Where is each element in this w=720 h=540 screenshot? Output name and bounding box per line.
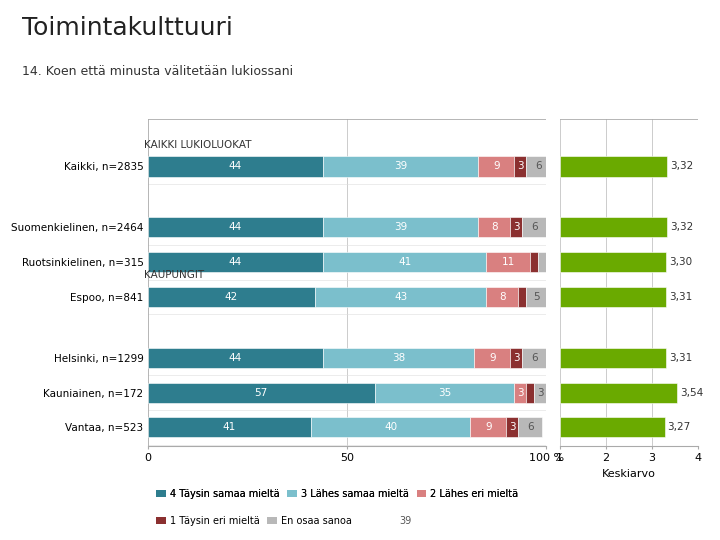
Text: 43: 43 xyxy=(394,292,408,302)
Bar xyxy=(522,348,546,368)
Text: 11: 11 xyxy=(502,257,515,267)
Bar xyxy=(559,417,665,437)
Bar xyxy=(148,252,323,272)
Text: 39: 39 xyxy=(394,222,408,232)
Text: 44: 44 xyxy=(229,222,242,232)
Bar xyxy=(374,382,514,403)
Text: 3,54: 3,54 xyxy=(680,388,703,397)
Text: KAUPUNGIT: KAUPUNGIT xyxy=(143,271,204,280)
Bar xyxy=(559,348,667,368)
X-axis label: Keskiarvo: Keskiarvo xyxy=(602,469,656,478)
Text: 6: 6 xyxy=(531,222,537,232)
Bar xyxy=(514,157,526,177)
Bar xyxy=(478,217,510,238)
Bar xyxy=(148,157,323,177)
Bar xyxy=(526,287,546,307)
Text: 3,31: 3,31 xyxy=(669,353,693,363)
Bar xyxy=(510,217,522,238)
Bar xyxy=(559,157,667,177)
Text: 35: 35 xyxy=(438,388,451,397)
Legend: 1 Täysin eri mieltä, En osaa sanoa: 1 Täysin eri mieltä, En osaa sanoa xyxy=(153,512,356,530)
Bar xyxy=(510,348,522,368)
Text: 40: 40 xyxy=(384,422,397,433)
Bar xyxy=(538,252,546,272)
Text: 14. Koen että minusta välitetään lukiossani: 14. Koen että minusta välitetään lukioss… xyxy=(22,65,293,78)
Text: 3: 3 xyxy=(537,388,544,397)
Text: 3: 3 xyxy=(517,388,523,397)
Text: 41: 41 xyxy=(398,257,411,267)
Bar xyxy=(522,217,546,238)
Bar xyxy=(470,417,506,437)
Text: 3: 3 xyxy=(513,222,520,232)
Text: 39: 39 xyxy=(394,161,408,172)
Text: 44: 44 xyxy=(229,161,242,172)
Bar xyxy=(486,252,530,272)
Bar xyxy=(518,417,542,437)
Bar xyxy=(526,157,550,177)
Text: 6: 6 xyxy=(531,353,537,363)
Bar xyxy=(526,382,534,403)
Bar xyxy=(323,252,486,272)
Text: 9: 9 xyxy=(493,161,500,172)
Text: 3: 3 xyxy=(509,422,516,433)
Text: 9: 9 xyxy=(489,353,495,363)
Bar xyxy=(148,348,323,368)
Bar xyxy=(559,382,677,403)
Bar xyxy=(148,217,323,238)
Bar xyxy=(148,382,374,403)
Bar xyxy=(559,287,667,307)
Text: 3: 3 xyxy=(517,161,523,172)
Text: 44: 44 xyxy=(229,257,242,267)
Text: 42: 42 xyxy=(225,292,238,302)
Bar xyxy=(311,417,470,437)
Text: 3: 3 xyxy=(513,353,520,363)
Text: 38: 38 xyxy=(392,353,405,363)
Text: 6: 6 xyxy=(527,422,534,433)
Text: 8: 8 xyxy=(499,292,505,302)
Text: 39: 39 xyxy=(400,516,412,526)
Bar xyxy=(559,252,666,272)
Text: 57: 57 xyxy=(255,388,268,397)
Text: KAIKKI LUKIOLUOKAT: KAIKKI LUKIOLUOKAT xyxy=(143,140,251,150)
Text: 3,31: 3,31 xyxy=(669,292,693,302)
Text: 6: 6 xyxy=(535,161,541,172)
Bar xyxy=(148,417,311,437)
Text: 8: 8 xyxy=(491,222,498,232)
Bar xyxy=(148,287,315,307)
Text: Toimintakulttuuri: Toimintakulttuuri xyxy=(22,16,233,40)
Bar xyxy=(506,417,518,437)
Text: 3,27: 3,27 xyxy=(667,422,690,433)
Bar xyxy=(474,348,510,368)
Text: 9: 9 xyxy=(485,422,492,433)
Bar xyxy=(323,348,474,368)
Text: 41: 41 xyxy=(222,422,236,433)
Bar xyxy=(486,287,518,307)
Text: 3,32: 3,32 xyxy=(670,222,693,232)
Bar xyxy=(559,217,667,238)
Bar xyxy=(518,287,526,307)
Bar xyxy=(315,287,486,307)
Bar xyxy=(530,252,538,272)
Bar xyxy=(514,382,526,403)
Bar xyxy=(478,157,514,177)
Text: 5: 5 xyxy=(533,292,539,302)
Text: 3,30: 3,30 xyxy=(669,257,692,267)
Bar xyxy=(323,217,478,238)
Legend: 4 Täysin samaa mieltä, 3 Lähes samaa mieltä, 2 Lähes eri mieltä: 4 Täysin samaa mieltä, 3 Lähes samaa mie… xyxy=(153,485,522,503)
Text: 44: 44 xyxy=(229,353,242,363)
Bar xyxy=(323,157,478,177)
Bar xyxy=(534,382,546,403)
Text: 3,32: 3,32 xyxy=(670,161,693,172)
